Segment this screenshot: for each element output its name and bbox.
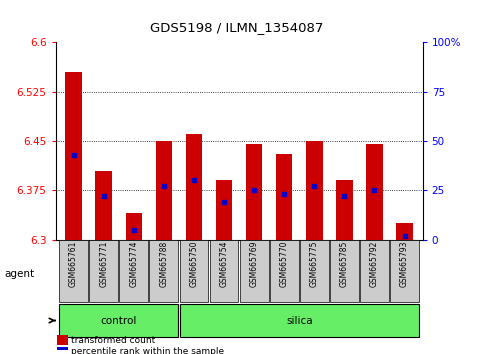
Bar	[119, 240, 148, 302]
Bar	[306, 141, 323, 240]
Text: GSM665788: GSM665788	[159, 241, 169, 287]
Text: agent: agent	[5, 269, 35, 279]
Bar	[210, 240, 239, 302]
Bar	[336, 181, 353, 240]
Bar	[240, 240, 269, 302]
Bar	[300, 240, 329, 302]
Text: control: control	[100, 315, 137, 326]
Text: GSM665750: GSM665750	[189, 241, 199, 287]
Bar	[366, 144, 383, 240]
Bar	[96, 171, 112, 240]
Text: transformed count: transformed count	[71, 336, 155, 345]
Text: percentile rank within the sample: percentile rank within the sample	[71, 347, 224, 354]
Text: silica: silica	[286, 315, 313, 326]
Text: GSM665770: GSM665770	[280, 241, 289, 287]
Bar	[126, 213, 142, 240]
Text: GSM665775: GSM665775	[310, 241, 319, 287]
Text: GDS5198 / ILMN_1354087: GDS5198 / ILMN_1354087	[150, 21, 323, 34]
Bar	[390, 240, 419, 302]
Bar	[65, 72, 82, 240]
Bar	[89, 240, 118, 302]
Text: GSM665792: GSM665792	[370, 241, 379, 287]
Text: GSM665771: GSM665771	[99, 241, 108, 287]
Text: GSM665754: GSM665754	[220, 241, 228, 287]
Bar	[149, 240, 178, 302]
Bar	[270, 240, 298, 302]
Bar	[180, 240, 208, 302]
Bar	[246, 144, 262, 240]
Bar	[59, 304, 178, 337]
Text: GSM665793: GSM665793	[400, 241, 409, 287]
Bar	[57, 336, 68, 345]
Text: GSM665785: GSM665785	[340, 241, 349, 287]
Text: GSM665769: GSM665769	[250, 241, 258, 287]
Bar	[185, 135, 202, 240]
Text: GSM665774: GSM665774	[129, 241, 138, 287]
Bar	[276, 154, 293, 240]
Bar	[180, 304, 419, 337]
Bar	[396, 223, 413, 240]
Bar	[360, 240, 389, 302]
Bar	[59, 240, 88, 302]
Bar	[57, 347, 68, 354]
Bar	[216, 181, 232, 240]
Bar	[330, 240, 359, 302]
Bar	[156, 141, 172, 240]
Text: GSM665761: GSM665761	[69, 241, 78, 287]
